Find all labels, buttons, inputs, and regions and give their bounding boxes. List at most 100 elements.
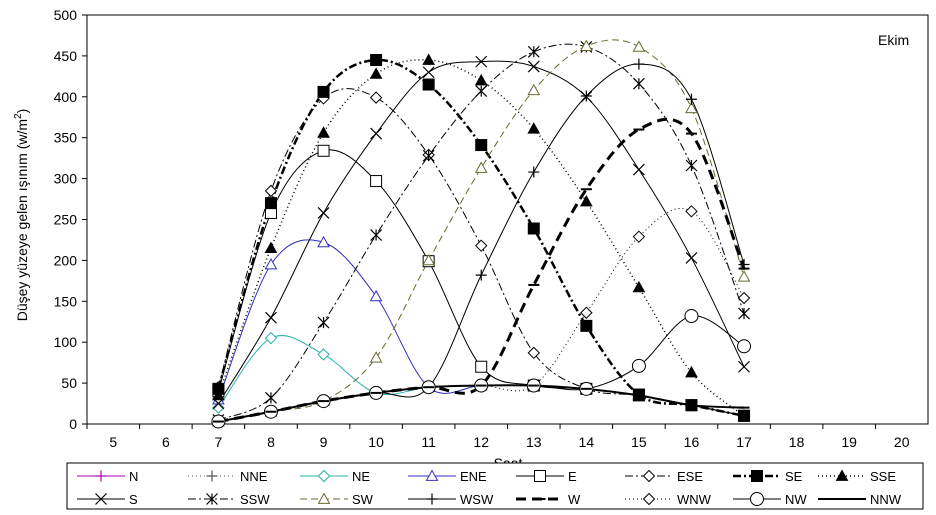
legend-label: NE [352, 469, 370, 484]
data-point-ese [527, 346, 540, 360]
legend-label: NNE [240, 469, 268, 484]
data-point-sw [632, 40, 646, 52]
y-tick-label: 300 [54, 171, 78, 187]
series-points-ene [212, 235, 751, 421]
data-point-ne [317, 348, 330, 361]
data-point-ese [264, 184, 278, 198]
data-point-se [264, 197, 277, 210]
legend-label: SW [352, 492, 374, 507]
series-line-sw [218, 39, 745, 423]
legend-swatch-marker [95, 493, 107, 505]
legend-label: NW [785, 492, 807, 507]
x-tick-label: 6 [162, 434, 170, 450]
y-axis-label: Düşey yüzeye gelen ışınım (w/m2) [13, 109, 30, 322]
data-point-s [632, 163, 645, 176]
data-point-se [580, 319, 593, 332]
legend-item-ese: ESE [625, 469, 703, 484]
y-ticks: 0 50 100 150 200 250 300 350 400 450 500 [54, 7, 87, 432]
x-tick-label: 10 [368, 434, 384, 450]
data-point-sw [527, 83, 541, 96]
legend-item-w: W [516, 492, 581, 507]
data-point-sse [527, 122, 541, 134]
y-tick-label: 500 [54, 7, 78, 23]
legend-label: WNW [677, 492, 712, 507]
data-point-wsw [528, 166, 540, 178]
y-axis-label-end: ) [14, 109, 30, 114]
legend-swatch-marker [426, 493, 438, 505]
legend-item-wsw: WSW [408, 492, 494, 507]
legend-item-se: SE [733, 469, 803, 484]
x-ticks: 5 6 7 8 9 10 11 12 13 14 15 16 17 18 19 20 [86, 424, 910, 450]
y-tick-label: 250 [54, 212, 78, 228]
data-point-ssw [317, 316, 330, 329]
data-point-wnw [685, 205, 698, 218]
legend-swatch-marker [835, 469, 849, 481]
series-points-sse [212, 53, 751, 421]
x-tick-label: 12 [473, 434, 489, 450]
data-point-s [265, 311, 277, 324]
legend-label: ENE [460, 469, 487, 484]
data-point-se [422, 78, 435, 91]
y-tick-label: 150 [54, 293, 78, 309]
legend-swatch-marker [317, 492, 331, 504]
data-point-ne [264, 331, 278, 345]
plot-area [86, 14, 929, 425]
series-line-se [217, 58, 745, 418]
legend-item-nw: NW [733, 492, 807, 507]
data-point-s [317, 207, 330, 219]
x-tick-label: 8 [267, 434, 275, 450]
series-points-nw [211, 309, 752, 429]
legend-item-sw: SW [300, 492, 374, 507]
data-point-ese [475, 239, 488, 252]
legend-label: WSW [460, 492, 494, 507]
data-point-wnw [580, 306, 593, 319]
legend-item-s: S [77, 492, 138, 507]
legend-label: E [568, 469, 577, 484]
y-tick-label: 100 [54, 334, 78, 350]
data-point-sse [685, 365, 698, 378]
data-point-nw [737, 339, 752, 354]
y-tick-label: 50 [61, 375, 77, 391]
x-tick-label: 16 [684, 434, 700, 450]
data-point-se [475, 139, 488, 152]
data-point-ssw [265, 391, 277, 404]
legend-item-wnw: WNW [625, 492, 712, 507]
x-tick-label: 15 [631, 434, 647, 450]
legend-item-e: E [516, 469, 577, 484]
legend-label: SSW [240, 492, 270, 507]
legend-item-sse: SSE [818, 469, 896, 484]
legend-swatch-marker [751, 470, 763, 482]
x-tick-label: 7 [215, 434, 223, 450]
series-markers [211, 39, 752, 429]
data-point-sse [632, 280, 646, 293]
data-point-ssw [632, 77, 645, 90]
data-point-ssw [527, 45, 540, 58]
data-point-e [317, 144, 330, 157]
data-point-wsw [633, 58, 645, 70]
legend-swatch-marker [95, 470, 107, 482]
legend-label: W [568, 492, 581, 507]
data-point-se [527, 222, 540, 235]
data-point-ssw [475, 85, 488, 97]
data-point-sw [474, 161, 488, 173]
data-point-sw [422, 253, 436, 266]
x-tick-label: 5 [109, 434, 117, 450]
data-point-se [370, 53, 383, 66]
legend-item-ssw: SSW [188, 492, 270, 507]
series-points-wnw [212, 205, 751, 428]
legend-item-nnw: NNW [818, 492, 902, 507]
legend-label: NNW [870, 492, 902, 507]
legend-item-nne: NNE [188, 469, 268, 484]
data-point-ene [317, 235, 330, 248]
data-point-sw [737, 270, 751, 282]
data-point-ene [369, 289, 383, 302]
x-tick-label: 14 [579, 434, 595, 450]
legend-label: SSE [870, 469, 896, 484]
y-axis-label-sup: 2 [13, 113, 24, 119]
data-point-sse [212, 388, 225, 401]
legend-swatch-marker [642, 492, 656, 506]
chart-annotation: Ekim [878, 32, 909, 48]
data-point-s [685, 252, 698, 264]
data-point-sse [422, 53, 436, 65]
